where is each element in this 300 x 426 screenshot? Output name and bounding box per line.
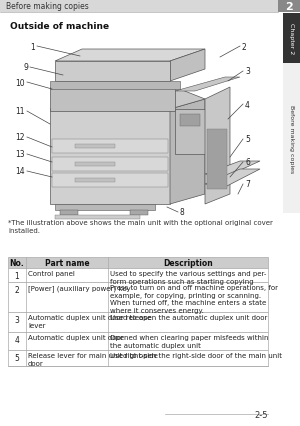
Bar (55, 62, 170, 82)
Polygon shape (205, 161, 260, 178)
Text: 5: 5 (15, 353, 20, 362)
Text: 2-5: 2-5 (254, 410, 268, 419)
Bar (75, 178, 115, 183)
Bar (283, 14, 300, 64)
Text: Press to turn on and off machine operations, for
example, for copying, printing : Press to turn on and off machine operati… (110, 285, 278, 313)
Bar (8, 268, 268, 282)
Text: Control panel: Control panel (28, 271, 75, 277)
Text: 10: 10 (15, 78, 25, 87)
Text: 1: 1 (15, 271, 20, 280)
Bar (50, 110, 170, 204)
Polygon shape (175, 78, 240, 92)
Text: Used to specify the various settings and per-
form operations such as starting c: Used to specify the various settings and… (110, 271, 266, 284)
Bar (50, 82, 180, 90)
Text: Outside of machine: Outside of machine (10, 22, 109, 31)
Text: 13: 13 (15, 150, 25, 159)
Text: Before making copies: Before making copies (6, 2, 89, 11)
Text: 11: 11 (16, 107, 25, 116)
Bar (75, 145, 115, 149)
Bar (207, 130, 227, 190)
Text: Description: Description (163, 259, 213, 268)
Polygon shape (170, 50, 205, 82)
Bar (278, 0, 300, 13)
Bar (283, 64, 300, 213)
Text: Used to open the right-side door of the main unit: Used to open the right-side door of the … (110, 353, 282, 359)
Bar (8, 332, 268, 350)
Bar (55, 216, 140, 219)
Bar (175, 110, 205, 155)
Polygon shape (50, 85, 205, 110)
Text: 14: 14 (15, 167, 25, 176)
Text: 7: 7 (245, 180, 250, 189)
Text: 6: 6 (245, 158, 250, 167)
Text: 3: 3 (245, 67, 250, 76)
Text: 2: 2 (15, 285, 20, 294)
Text: 1: 1 (30, 43, 35, 52)
Text: 5: 5 (245, 135, 250, 144)
Text: 12: 12 (16, 133, 25, 142)
Bar (75, 163, 115, 167)
Text: [Power] (auxiliary power) key: [Power] (auxiliary power) key (28, 285, 130, 291)
Bar (8, 257, 268, 268)
Bar (0, 0, 278, 13)
Bar (130, 210, 148, 216)
Bar (8, 312, 268, 332)
Bar (52, 140, 168, 154)
Bar (8, 350, 268, 366)
Text: 2: 2 (285, 2, 293, 12)
Bar (52, 158, 168, 172)
Text: Automatic duplex unit door: Automatic duplex unit door (28, 335, 124, 341)
Bar (60, 210, 78, 216)
Bar (52, 173, 168, 187)
Text: Before making copies: Before making copies (289, 105, 294, 173)
Text: Used to open the automatic duplex unit door: Used to open the automatic duplex unit d… (110, 315, 267, 321)
Polygon shape (205, 170, 260, 187)
Polygon shape (55, 50, 205, 62)
Polygon shape (170, 100, 205, 204)
Polygon shape (205, 88, 230, 204)
Text: *The illustration above shows the main unit with the optional original cover
ins: *The illustration above shows the main u… (8, 219, 273, 233)
Text: Automatic duplex unit door release
lever: Automatic duplex unit door release lever (28, 315, 151, 328)
Bar (50, 88, 175, 112)
Text: Release lever for main unit right-side
door: Release lever for main unit right-side d… (28, 353, 158, 366)
Text: 4: 4 (15, 335, 20, 344)
Bar (180, 115, 200, 127)
Bar (8, 282, 268, 312)
Text: 4: 4 (245, 100, 250, 109)
Text: 2: 2 (242, 43, 247, 52)
Text: 9: 9 (23, 63, 28, 72)
Text: Opened when clearing paper misfeeds within
the automatic duplex unit: Opened when clearing paper misfeeds with… (110, 335, 268, 348)
Text: 8: 8 (180, 208, 185, 217)
Text: Part name: Part name (45, 259, 89, 268)
Text: 3: 3 (15, 315, 20, 324)
Text: No.: No. (10, 259, 24, 268)
Text: Chapter 2: Chapter 2 (289, 23, 294, 55)
Bar (55, 204, 155, 210)
